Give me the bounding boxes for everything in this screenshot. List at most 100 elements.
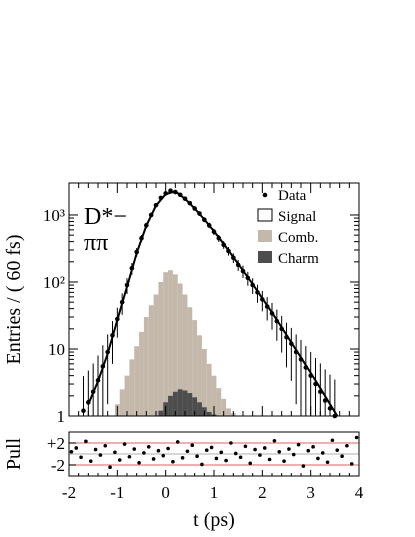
charm-bar (158, 410, 164, 416)
legend: Data Signal Comb. Charm (257, 188, 319, 267)
pull-point (219, 450, 224, 455)
comb-bar (187, 307, 193, 416)
data-point (100, 364, 106, 369)
pull-point (113, 450, 117, 455)
pull-point (258, 453, 262, 457)
comb-bar (226, 408, 231, 416)
comb-bar (153, 294, 159, 416)
pull-point (117, 458, 122, 462)
comb-bar (172, 274, 178, 416)
data-point (226, 248, 231, 254)
data-point (260, 297, 265, 302)
pull-point (108, 465, 112, 470)
pull-point (79, 455, 83, 460)
pull-point (253, 447, 257, 452)
pull-point (345, 443, 349, 448)
data-point (105, 349, 110, 355)
pull-point (238, 455, 243, 460)
x-tick-label: 1 (210, 483, 219, 502)
data-point (245, 275, 251, 281)
data-point (202, 217, 207, 223)
pull-point (311, 445, 315, 449)
x-tick-label: 0 (161, 483, 170, 502)
comb-bar (182, 294, 188, 416)
pull-point (190, 443, 195, 448)
x-axis-label: t (ps) (193, 509, 235, 531)
charm-bar (206, 411, 212, 416)
data-point (144, 223, 149, 228)
pull-point (320, 451, 325, 455)
pull-point (214, 456, 219, 461)
data-point (139, 235, 144, 241)
data-point (308, 373, 313, 378)
pull-point (306, 448, 311, 453)
x-tick-label: 3 (306, 483, 315, 502)
legend-label: Signal (278, 209, 316, 225)
pull-point (354, 435, 359, 440)
histograms (114, 270, 236, 416)
legend-label: Comb. (278, 230, 318, 246)
y-tick-label: 10² (43, 273, 65, 292)
data-point (110, 333, 115, 338)
data-points-layer (81, 188, 338, 419)
data-point (293, 349, 299, 355)
pull-point (146, 445, 151, 449)
pull-plot-panel: +2-2 -2 -1 0 1 2 3 4 Pull t (ps) (3, 431, 364, 531)
pull-y-tick-label: +2 (47, 434, 65, 453)
pull-point (325, 460, 330, 465)
data-point (124, 282, 130, 288)
charm-bar (192, 397, 198, 416)
pull-point (195, 454, 199, 459)
pull-y-ticks: +2-2 (47, 434, 76, 475)
y-tick-label: 1 (57, 407, 66, 426)
pull-point (277, 450, 282, 454)
data-point (298, 357, 304, 362)
data-point (327, 406, 333, 411)
data-point (318, 389, 323, 395)
pull-point (185, 449, 190, 454)
legend-label: Data (278, 188, 307, 204)
pull-reference-lines (69, 442, 359, 466)
pull-point (69, 450, 74, 454)
legend-data-marker (262, 192, 268, 198)
pull-point (262, 446, 267, 450)
data-point (264, 304, 270, 309)
pull-point (243, 444, 248, 449)
pull-point (200, 462, 204, 467)
pull-point (291, 452, 296, 457)
pull-point (156, 448, 161, 453)
data-point (240, 268, 246, 274)
data-point (187, 200, 193, 206)
data-point (250, 282, 255, 288)
charm-bar (187, 393, 193, 416)
comb-bar (158, 281, 164, 416)
legend-swatch (257, 208, 273, 222)
data-point (173, 189, 178, 195)
pull-point (224, 458, 228, 463)
comb-bar (197, 335, 202, 416)
comb-bar (201, 348, 207, 416)
data-point (158, 195, 164, 201)
pull-point (287, 447, 291, 451)
data-point (235, 262, 241, 268)
comb-bar (124, 375, 130, 416)
pull-point (335, 448, 340, 452)
pull-point (272, 439, 277, 443)
pull-y-axis-label: Pull (3, 437, 25, 470)
pull-point (93, 447, 98, 452)
data-point (168, 188, 173, 194)
comb-bar (177, 283, 183, 416)
charm-bar (197, 402, 202, 416)
data-point (90, 389, 96, 395)
annotation-line-1: D*− (84, 204, 127, 230)
pull-point (166, 446, 170, 451)
comb-bar (139, 331, 144, 416)
data-point (279, 326, 284, 332)
pull-point (248, 461, 253, 466)
pull-point (142, 451, 146, 455)
main-y-ticks: 1 10 10² 10³ (43, 206, 359, 426)
data-point (192, 206, 197, 211)
comb-bar (206, 363, 212, 416)
pull-point (161, 453, 166, 458)
